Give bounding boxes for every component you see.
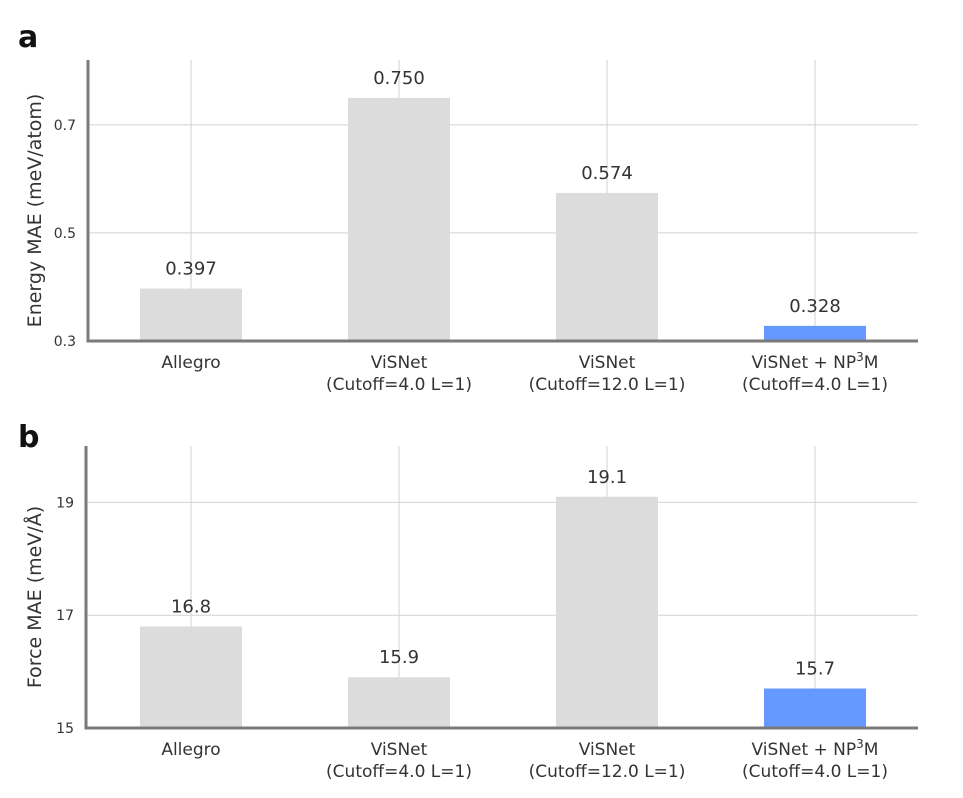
x-category-label: ViSNet + NP3M <box>752 737 879 760</box>
energy-mae-chart: 0.3 0.5 0.7 0.397 0.750 0.574 0.328 Allegro ViSN… <box>24 60 918 395</box>
x-category-sublabel: (Cutoff=4.0 L=1) <box>326 375 472 395</box>
bar <box>764 688 866 728</box>
superscript: 3 <box>856 350 864 364</box>
x-category-sublabel: (Cutoff=4.0 L=1) <box>742 762 888 782</box>
bar-value-label: 0.750 <box>373 68 425 89</box>
x-category-label: ViSNet <box>371 353 428 373</box>
x-category-label-line1: ViSNet + NP <box>752 353 857 373</box>
bar-value-label: 0.397 <box>165 259 217 280</box>
bar-value-label: 15.9 <box>379 647 419 668</box>
x-category-label-line1: ViSNet <box>579 740 636 760</box>
x-category-label-line1: ViSNet <box>371 740 428 760</box>
x-category-label-line1: ViSNet <box>579 353 636 373</box>
x-category-sublabel: (Cutoff=4.0 L=1) <box>742 375 888 395</box>
x-category-label-end: M <box>864 353 879 373</box>
bar <box>348 677 450 728</box>
x-category-label: ViSNet <box>579 740 636 760</box>
x-category-label: ViSNet <box>371 740 428 760</box>
x-category-label-line1: Allegro <box>161 740 220 760</box>
bar-value-label: 0.574 <box>581 163 633 184</box>
bar <box>556 496 658 728</box>
bar-value-label: 16.8 <box>171 596 211 617</box>
y-tick-label: 15 <box>56 721 74 737</box>
x-category-sublabel: (Cutoff=12.0 L=1) <box>529 375 686 395</box>
bar <box>348 97 450 341</box>
y-axis-title: Energy MAE (meV/atom) <box>24 94 46 328</box>
x-category-label: Allegro <box>161 353 220 373</box>
y-tick-label: 17 <box>56 608 74 624</box>
y-axis-title: Force MAE (meV/Å) <box>23 506 46 688</box>
bar-value-label: 15.7 <box>795 659 835 680</box>
x-category-label-end: M <box>864 740 879 760</box>
y-tick-label: 19 <box>56 495 74 511</box>
superscript: 3 <box>856 737 864 751</box>
bar <box>556 192 658 341</box>
x-category-label-line1: ViSNet <box>371 353 428 373</box>
x-category-label: Allegro <box>161 740 220 760</box>
bar <box>140 626 242 728</box>
x-category-label-line1: Allegro <box>161 353 220 373</box>
x-category-sublabel: (Cutoff=4.0 L=1) <box>326 762 472 782</box>
x-category-label: ViSNet <box>579 353 636 373</box>
y-tick-label: 0.7 <box>54 118 76 134</box>
bar <box>140 288 242 341</box>
bar <box>764 325 866 341</box>
panel-letter-b: b <box>18 420 39 455</box>
y-tick-label: 0.3 <box>54 334 76 350</box>
x-category-label-line1: ViSNet + NP <box>752 740 857 760</box>
x-category-label: ViSNet + NP3M <box>752 350 879 373</box>
bar-value-label: 0.328 <box>789 296 841 317</box>
bar-value-label: 19.1 <box>587 467 627 488</box>
x-category-sublabel: (Cutoff=12.0 L=1) <box>529 762 686 782</box>
y-tick-label: 0.5 <box>54 226 76 242</box>
panel-letter-a: a <box>18 20 38 55</box>
